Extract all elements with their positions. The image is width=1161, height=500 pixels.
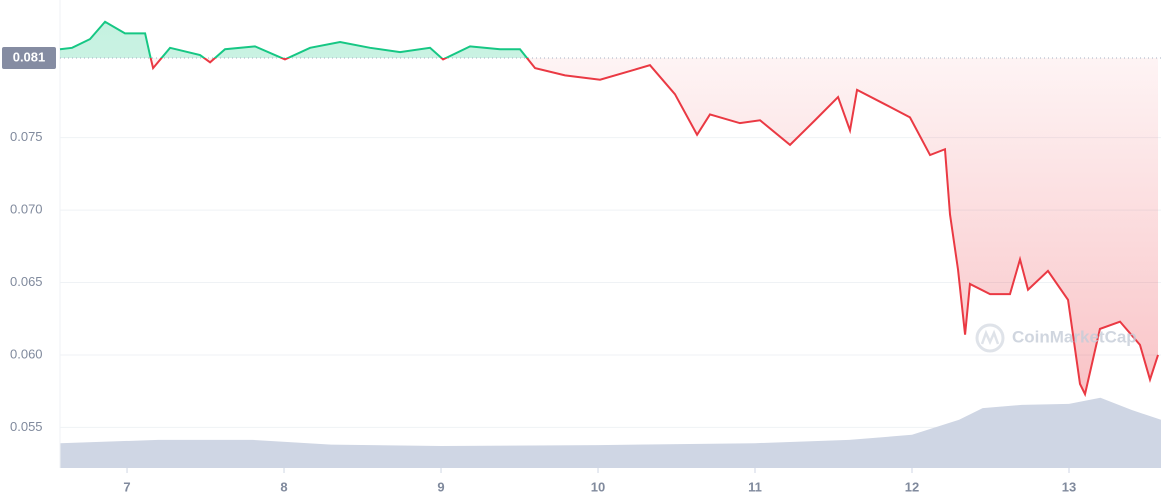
- reference-label: 0.081: [13, 49, 46, 64]
- x-tick-label: 7: [123, 479, 130, 494]
- price-line-down: [149, 57, 1159, 398]
- price-area-down: [60, 57, 1159, 395]
- price-area-up: [60, 21, 527, 58]
- watermark-logo: [975, 323, 1005, 353]
- watermark: CoinMarketCap: [1012, 327, 1137, 346]
- y-tick-label: 0.065: [10, 274, 43, 289]
- volume-area: [60, 397, 1161, 468]
- y-tick-label: 0.070: [10, 202, 43, 217]
- x-tick-label: 13: [1062, 479, 1076, 494]
- plot: 7 8 9 10 11 12 13: [59, 0, 1161, 494]
- x-tick-label: 11: [748, 479, 762, 494]
- y-tick-label: 0.075: [10, 129, 43, 144]
- x-tick-label: 10: [591, 479, 605, 494]
- reference-label-box: [2, 46, 56, 69]
- x-tick-label: 9: [437, 479, 444, 494]
- x-tick-label: 12: [905, 479, 919, 494]
- y-tick-label: 0.055: [10, 419, 43, 434]
- y-tick-label: 0.060: [10, 346, 43, 361]
- x-tick-label: 8: [280, 479, 287, 494]
